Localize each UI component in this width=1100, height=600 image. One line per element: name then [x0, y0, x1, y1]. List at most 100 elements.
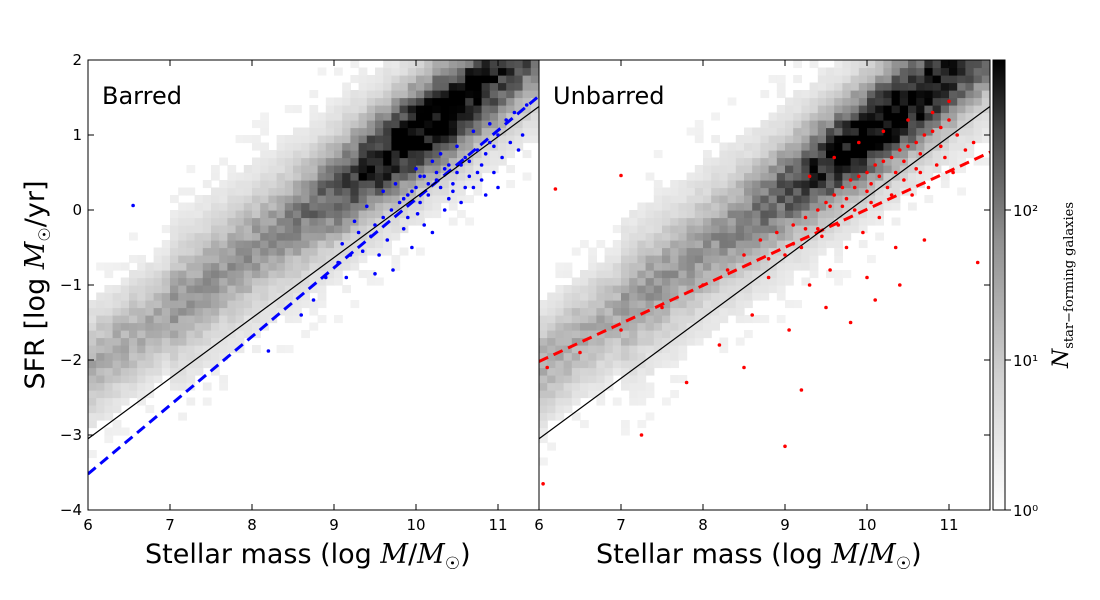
- histogram-cell: [653, 180, 663, 189]
- histogram-cell: [260, 172, 269, 181]
- histogram-cell: [785, 172, 794, 181]
- histogram-cell: [776, 187, 786, 196]
- histogram-cell: [489, 67, 499, 76]
- histogram-cell: [252, 292, 261, 301]
- histogram-cell: [793, 157, 802, 166]
- histogram-cell: [653, 255, 663, 264]
- histogram-cell: [793, 165, 802, 174]
- histogram-cell: [522, 60, 532, 69]
- histogram-cell: [334, 202, 343, 211]
- histogram-cell: [301, 202, 310, 211]
- histogram-cell: [596, 360, 606, 369]
- x-tick-label: 8: [698, 516, 708, 534]
- histogram-cell: [317, 277, 327, 286]
- histogram-cell: [957, 187, 966, 196]
- histogram-cell: [522, 105, 532, 114]
- histogram-cell: [817, 210, 827, 219]
- histogram-cell: [850, 127, 860, 136]
- histogram-cell: [252, 187, 261, 196]
- histogram-cell: [194, 360, 204, 369]
- data-point: [401, 196, 406, 201]
- histogram-cell: [243, 285, 253, 294]
- histogram-cell: [170, 330, 179, 339]
- histogram-cell: [342, 285, 351, 294]
- histogram-cell: [260, 300, 269, 309]
- histogram-cell: [817, 157, 827, 166]
- histogram-cell: [612, 307, 622, 316]
- data-point: [783, 253, 787, 257]
- histogram-cell: [448, 127, 458, 136]
- histogram-cell: [350, 255, 360, 264]
- histogram-cell: [120, 367, 130, 376]
- data-point: [475, 170, 480, 175]
- histogram-cell: [973, 105, 983, 114]
- histogram-cell: [342, 105, 351, 114]
- histogram-cell: [457, 97, 466, 106]
- histogram-unbarred: [539, 60, 990, 466]
- histogram-cell: [96, 375, 105, 384]
- histogram-cell: [489, 127, 499, 136]
- histogram-cell: [875, 82, 884, 91]
- histogram-cell: [842, 60, 852, 69]
- histogram-cell: [883, 82, 893, 91]
- histogram-cell: [621, 307, 630, 316]
- histogram-cell: [875, 105, 884, 114]
- histogram-cell: [653, 322, 663, 331]
- histogram-cell: [621, 337, 630, 346]
- data-point: [869, 200, 873, 205]
- histogram-cell: [858, 187, 868, 196]
- histogram-cell: [473, 127, 483, 136]
- histogram-cell: [891, 157, 901, 166]
- histogram-cell: [858, 202, 868, 211]
- histogram-cell: [834, 217, 843, 226]
- histogram-cell: [580, 330, 589, 339]
- histogram-cell: [760, 225, 770, 234]
- histogram-cell: [571, 247, 581, 256]
- histogram-cell: [227, 202, 237, 211]
- histogram-cell: [588, 292, 597, 301]
- histogram-cell: [211, 202, 220, 211]
- histogram-cell: [645, 202, 655, 211]
- histogram-cell: [694, 307, 704, 316]
- histogram-cell: [170, 315, 179, 324]
- histogram-cell: [694, 120, 704, 129]
- x-tick-label: 11: [939, 516, 958, 534]
- histogram-cell: [711, 262, 720, 271]
- histogram-cell: [325, 255, 335, 264]
- histogram-cell: [473, 142, 483, 151]
- histogram-cell: [383, 232, 392, 241]
- histogram-cell: [227, 172, 237, 181]
- histogram-cell: [473, 120, 483, 129]
- data-point: [467, 174, 472, 179]
- histogram-cell: [776, 135, 786, 144]
- histogram-cell: [186, 375, 196, 384]
- histogram-cell: [194, 307, 204, 316]
- histogram-cell: [703, 322, 712, 331]
- histogram-cell: [489, 90, 499, 99]
- histogram-cell: [268, 172, 278, 181]
- histogram-cell: [391, 150, 401, 159]
- histogram-cell: [366, 90, 376, 99]
- histogram-cell: [571, 412, 581, 421]
- histogram-cell: [252, 165, 261, 174]
- histogram-cell: [744, 127, 753, 136]
- histogram-cell: [801, 210, 811, 219]
- histogram-cell: [293, 165, 302, 174]
- histogram-cell: [629, 262, 638, 271]
- histogram-cell: [358, 225, 368, 234]
- histogram-cell: [670, 337, 679, 346]
- histogram-cell: [580, 420, 589, 429]
- histogram-cell: [621, 367, 630, 376]
- histogram-cell: [424, 82, 433, 91]
- histogram-cell: [776, 285, 786, 294]
- data-point: [415, 212, 420, 216]
- histogram-cell: [604, 300, 614, 309]
- histogram-cell: [391, 187, 401, 196]
- histogram-cell: [563, 375, 573, 384]
- histogram-cell: [834, 225, 843, 234]
- histogram-cell: [350, 187, 360, 196]
- histogram-cell: [276, 255, 286, 264]
- histogram-cell: [284, 270, 294, 279]
- histogram-cell: [473, 180, 483, 189]
- histogram-cell: [457, 187, 466, 196]
